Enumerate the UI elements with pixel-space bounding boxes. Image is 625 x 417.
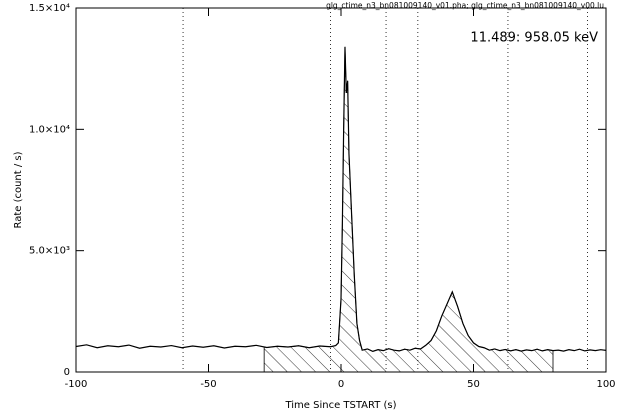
y-axis-label: Rate (count / s) xyxy=(13,151,24,228)
y-tick-label: 5.0×10³ xyxy=(29,246,70,257)
plot-frame xyxy=(75,7,607,373)
x-tick-label: 0 xyxy=(338,379,344,390)
x-axis-label: Time Since TSTART (s) xyxy=(284,400,396,411)
y-tick-label: 0 xyxy=(64,367,70,378)
y-tick-label: 1.5×10⁴ xyxy=(29,3,70,14)
x-tick-label: -100 xyxy=(65,379,88,390)
annotation: 11.489: 958.05 keV xyxy=(470,31,598,46)
source-interval xyxy=(263,46,554,373)
chart-title: glg_ctime_n3_bn081009140_v01.pha; glg_ct… xyxy=(326,1,604,10)
x-tick-label: 50 xyxy=(467,379,480,390)
y-tick-label: 1.0×10⁴ xyxy=(29,124,70,135)
x-tick-label: -50 xyxy=(200,379,216,390)
x-tick-label: 100 xyxy=(596,379,615,390)
light-curve xyxy=(75,46,607,353)
